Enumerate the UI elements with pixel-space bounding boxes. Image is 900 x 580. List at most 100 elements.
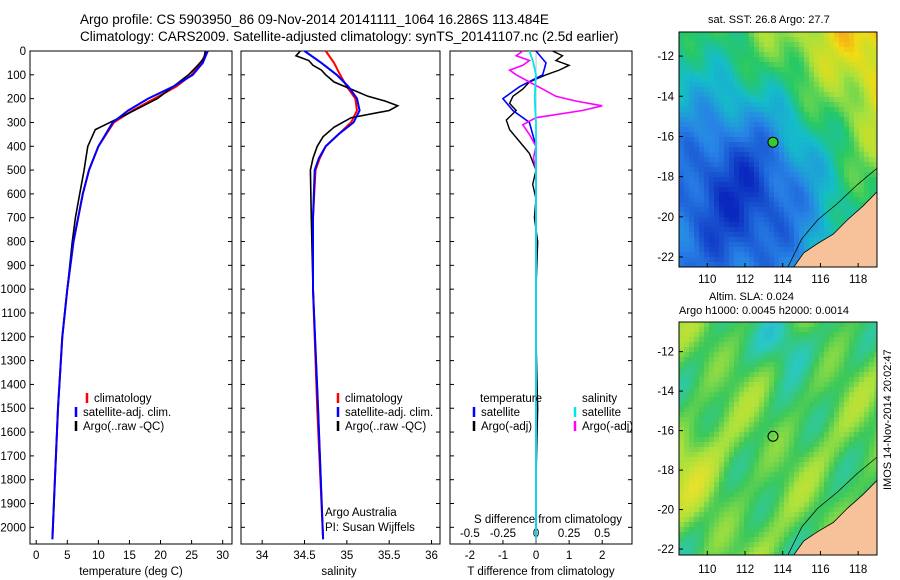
altimetry-map-cell (694, 502, 700, 508)
altimetry-map-cell (684, 482, 690, 488)
sst-map-cell (759, 117, 765, 123)
altimetry-map-cell (754, 387, 760, 393)
altimetry-map-cell (699, 427, 705, 433)
altimetry-map-cell (719, 332, 725, 338)
sst-map-cell (739, 187, 745, 193)
sst-map-ytick-label: -14 (657, 91, 674, 103)
sst-map-cell (834, 37, 840, 43)
sst-map-cell (689, 67, 695, 73)
altimetry-map-cell (739, 552, 745, 555)
sst-map-cell (794, 157, 800, 163)
altimetry-map-cell (699, 342, 705, 348)
sst-map-cell (854, 37, 860, 43)
sst-map-cell (754, 142, 760, 148)
altimetry-map-cell (739, 362, 745, 368)
sst-map-cell (724, 262, 730, 267)
altimetry-map-cell (704, 497, 710, 503)
altimetry-map-cell (754, 522, 760, 528)
altimetry-map-cell (759, 427, 765, 433)
sst-map-cell (864, 97, 870, 103)
sst-map-cell (689, 197, 695, 203)
sst-map-cell (694, 102, 700, 108)
altimetry-map-cell (819, 477, 825, 483)
altimetry-map-cell (759, 552, 765, 555)
altimetry-map-cell (779, 387, 785, 393)
sst-map-cell (794, 217, 800, 223)
altimetry-map-cell (794, 492, 800, 498)
sst-map-cell (774, 242, 780, 248)
sst-map-cell (769, 147, 775, 153)
sst-map-cell (819, 232, 825, 238)
sst-map-cell (784, 197, 790, 203)
sst-map-cell (814, 182, 820, 188)
sst-map-cell (709, 227, 715, 233)
altimetry-map-cell (814, 357, 820, 363)
sst-map-cell (739, 117, 745, 123)
temperature-legend-argo-label: Argo(..raw -QC) (83, 421, 164, 433)
altimetry-map-cell (729, 497, 735, 503)
sst-map-cell (794, 97, 800, 103)
altimetry-map-cell (679, 337, 685, 343)
sst-map-cell (714, 237, 720, 243)
altimetry-map-cell (824, 517, 830, 523)
sst-map-cell (754, 207, 760, 213)
sst-map-cell (784, 192, 790, 198)
sst-map-cell (819, 112, 825, 118)
sst-map-cell (814, 67, 820, 73)
altimetry-map-cell (719, 347, 725, 353)
sst-map-cell (749, 32, 755, 38)
sst-map-cell (839, 192, 845, 198)
sst-map-cell (824, 212, 830, 218)
sst-map-cell (749, 227, 755, 233)
altimetry-map-cell (789, 382, 795, 388)
sst-map-cell (749, 217, 755, 223)
altimetry-map-cell (689, 327, 695, 333)
altimetry-map-cell (854, 477, 860, 483)
altimetry-map-cell (699, 537, 705, 543)
sst-map-cell (739, 207, 745, 213)
altimetry-map-cell (844, 467, 850, 473)
altimetry-map-cell (814, 437, 820, 443)
altimetry-map-cell (834, 382, 840, 388)
sst-map-cell (744, 152, 750, 158)
sst-map-cell (779, 192, 785, 198)
altimetry-map-cell (734, 457, 740, 463)
sst-map-cell (749, 67, 755, 73)
altimetry-map-cell (684, 352, 690, 358)
altimetry-map-cell (779, 457, 785, 463)
altimetry-map-cell (874, 352, 877, 358)
altimetry-map-cell (849, 472, 855, 478)
sst-map-cell (744, 162, 750, 168)
sst-map-cell (789, 232, 795, 238)
sst-map-cell (854, 157, 860, 163)
altimetry-map-cell (864, 337, 870, 343)
altimetry-map-cell (844, 322, 850, 328)
sst-map-cell (734, 137, 740, 143)
altimetry-map-cell (789, 357, 795, 363)
sst-map-cell (814, 157, 820, 163)
altimetry-map-cell (814, 457, 820, 463)
sst-map-cell (759, 247, 765, 253)
altimetry-map-cell (734, 327, 740, 333)
altimetry-map-cell (724, 332, 730, 338)
sst-map-cell (804, 197, 810, 203)
sst-map-cell (774, 262, 780, 267)
sst-map-cell (804, 127, 810, 133)
altimetry-map-cell (694, 322, 700, 328)
sst-map-cell (724, 72, 730, 78)
altimetry-map-cell (784, 392, 790, 398)
altimetry-map-cell (694, 417, 700, 423)
altimetry-map-cell (829, 432, 835, 438)
sst-map-cell (789, 107, 795, 113)
altimetry-map-cell (744, 357, 750, 363)
altimetry-map-cell (829, 347, 835, 353)
altimetry-map-cell (764, 532, 770, 538)
sst-map-cell (724, 57, 730, 63)
altimetry-map-cell (794, 507, 800, 513)
sst-map-cell (824, 172, 830, 178)
altimetry-map-cell (774, 442, 780, 448)
sst-map-cell (759, 142, 765, 148)
altimetry-map-cell (739, 532, 745, 538)
altimetry-map-cell (749, 432, 755, 438)
sst-map-cell (774, 257, 780, 263)
